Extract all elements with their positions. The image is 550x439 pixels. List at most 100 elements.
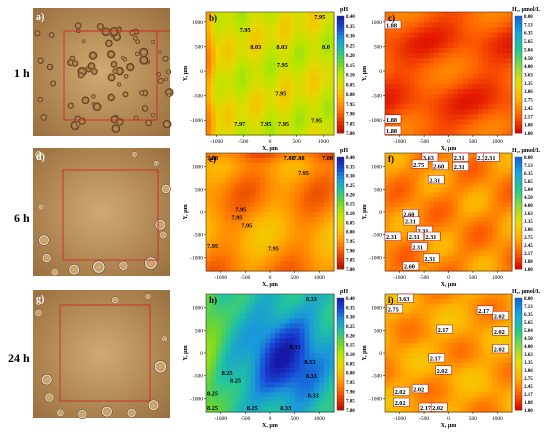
pits-layer (34, 150, 171, 277)
heatmap-cell (507, 157, 513, 164)
heatmap-cell (210, 333, 217, 339)
heatmap-cell (463, 83, 469, 90)
heatmap-cell (255, 387, 261, 393)
heatmap-cell (270, 387, 276, 393)
panel-letter: b) (209, 13, 217, 23)
heatmap-cell (424, 323, 430, 330)
heatmap-cell (428, 333, 435, 339)
heatmap-cell (385, 63, 391, 69)
colorbar-tick-label: 2.17 (524, 252, 533, 257)
heatmap-cell (477, 397, 484, 403)
heatmap-cell (399, 153, 406, 159)
heatmap-cell (458, 372, 464, 379)
heatmap-cell (448, 308, 454, 315)
heatmap-cell (482, 167, 489, 174)
heatmap-cell (492, 27, 498, 34)
heatmap-cell (265, 353, 271, 359)
heatmap-cell (507, 266, 513, 272)
heatmap-cell (502, 241, 508, 248)
heatmap-cell (477, 246, 484, 252)
heatmap-cell (250, 357, 256, 364)
heatmap-cell (477, 298, 484, 305)
heatmap-cell (482, 231, 489, 238)
heatmap-cell (225, 308, 232, 315)
heatmap-cell (385, 362, 391, 369)
corrosion-pit (157, 77, 164, 85)
heatmap-cell (206, 119, 212, 126)
heatmap-cell (507, 216, 513, 223)
heatmap-cell (389, 53, 396, 59)
heatmap-cell (472, 348, 479, 354)
heatmap-cell (428, 323, 435, 330)
x-tick-label: 500 (469, 416, 478, 422)
value-label: 8.33 (290, 344, 301, 351)
heatmap-cell (463, 266, 469, 272)
heatmap-cell (206, 192, 212, 198)
heatmap-cell (240, 162, 246, 169)
heatmap-cell (265, 231, 271, 238)
heatmap-cell (235, 298, 242, 305)
colorbar-segment (337, 224, 344, 229)
heatmap-cell (270, 303, 276, 310)
heatmap-cell (255, 58, 261, 64)
heatmap-cell (448, 251, 454, 257)
heatmap-cell (284, 202, 291, 208)
heatmap-cell (507, 261, 513, 267)
heatmap-cell (453, 88, 459, 95)
heatmap-cell (468, 343, 474, 349)
heatmap-cell (324, 387, 330, 393)
value-label: 7.97 (234, 121, 245, 128)
heatmap-cell (245, 94, 251, 100)
heatmap-cell (492, 197, 498, 203)
heatmap-cell (314, 124, 320, 131)
heatmap-cell (274, 32, 281, 39)
heatmap-cell (294, 197, 301, 203)
heatmap-cell (314, 261, 320, 267)
heatmap-cell (433, 104, 440, 110)
heatmap-cell (245, 266, 251, 272)
heatmap-cell (235, 58, 242, 64)
heatmap-cell (502, 172, 508, 179)
heatmap-cell (230, 37, 237, 44)
heatmap-cell (507, 162, 513, 169)
heatmap-cell (255, 153, 261, 159)
heatmap-cell (404, 162, 411, 169)
heatmap-cell (314, 177, 320, 184)
heatmap-cell (482, 298, 489, 305)
corrosion-pit (37, 57, 45, 65)
heatmap-cell (477, 377, 484, 384)
heatmap-h2-6h: 3.63 2.31 2.312.312.75 2.60 2.312.312.602.31… (362, 148, 540, 288)
heatmap-cell (477, 192, 484, 198)
colorbar-segment (515, 327, 522, 332)
heatmap-cell (419, 333, 425, 339)
heatmap-cell (270, 313, 276, 320)
heatmap-cell (324, 37, 330, 44)
heatmap-cell (220, 47, 227, 54)
heatmap-cell (250, 207, 256, 213)
heatmap-cell (502, 94, 508, 100)
heatmap-cell (255, 212, 261, 218)
heatmap-cell (477, 109, 484, 116)
heatmap-cell (399, 266, 406, 272)
heatmap-cell (502, 197, 508, 203)
heatmap-cell (448, 397, 454, 403)
heatmap-cell (492, 22, 498, 28)
heatmap-cell (394, 182, 401, 189)
value-label: 2.02 (437, 368, 448, 375)
heatmap-cell (220, 231, 227, 238)
x-tick-label: -500 (419, 275, 429, 281)
heatmap-cell (235, 392, 242, 398)
heatmap-cell (463, 328, 469, 334)
heatmap-cell (424, 353, 430, 359)
heatmap-cell (428, 88, 435, 95)
heatmap-cell (225, 153, 232, 159)
heatmap-cell (487, 397, 494, 403)
heatmap-cell (274, 22, 281, 28)
heatmap-cell (507, 353, 513, 359)
heatmap-cell (210, 294, 217, 300)
heatmap-cell (206, 313, 212, 320)
heatmap-cell (314, 37, 320, 44)
heatmap-cell (240, 261, 246, 267)
heatmap-cell (477, 129, 484, 136)
heatmap-cell (414, 104, 420, 110)
